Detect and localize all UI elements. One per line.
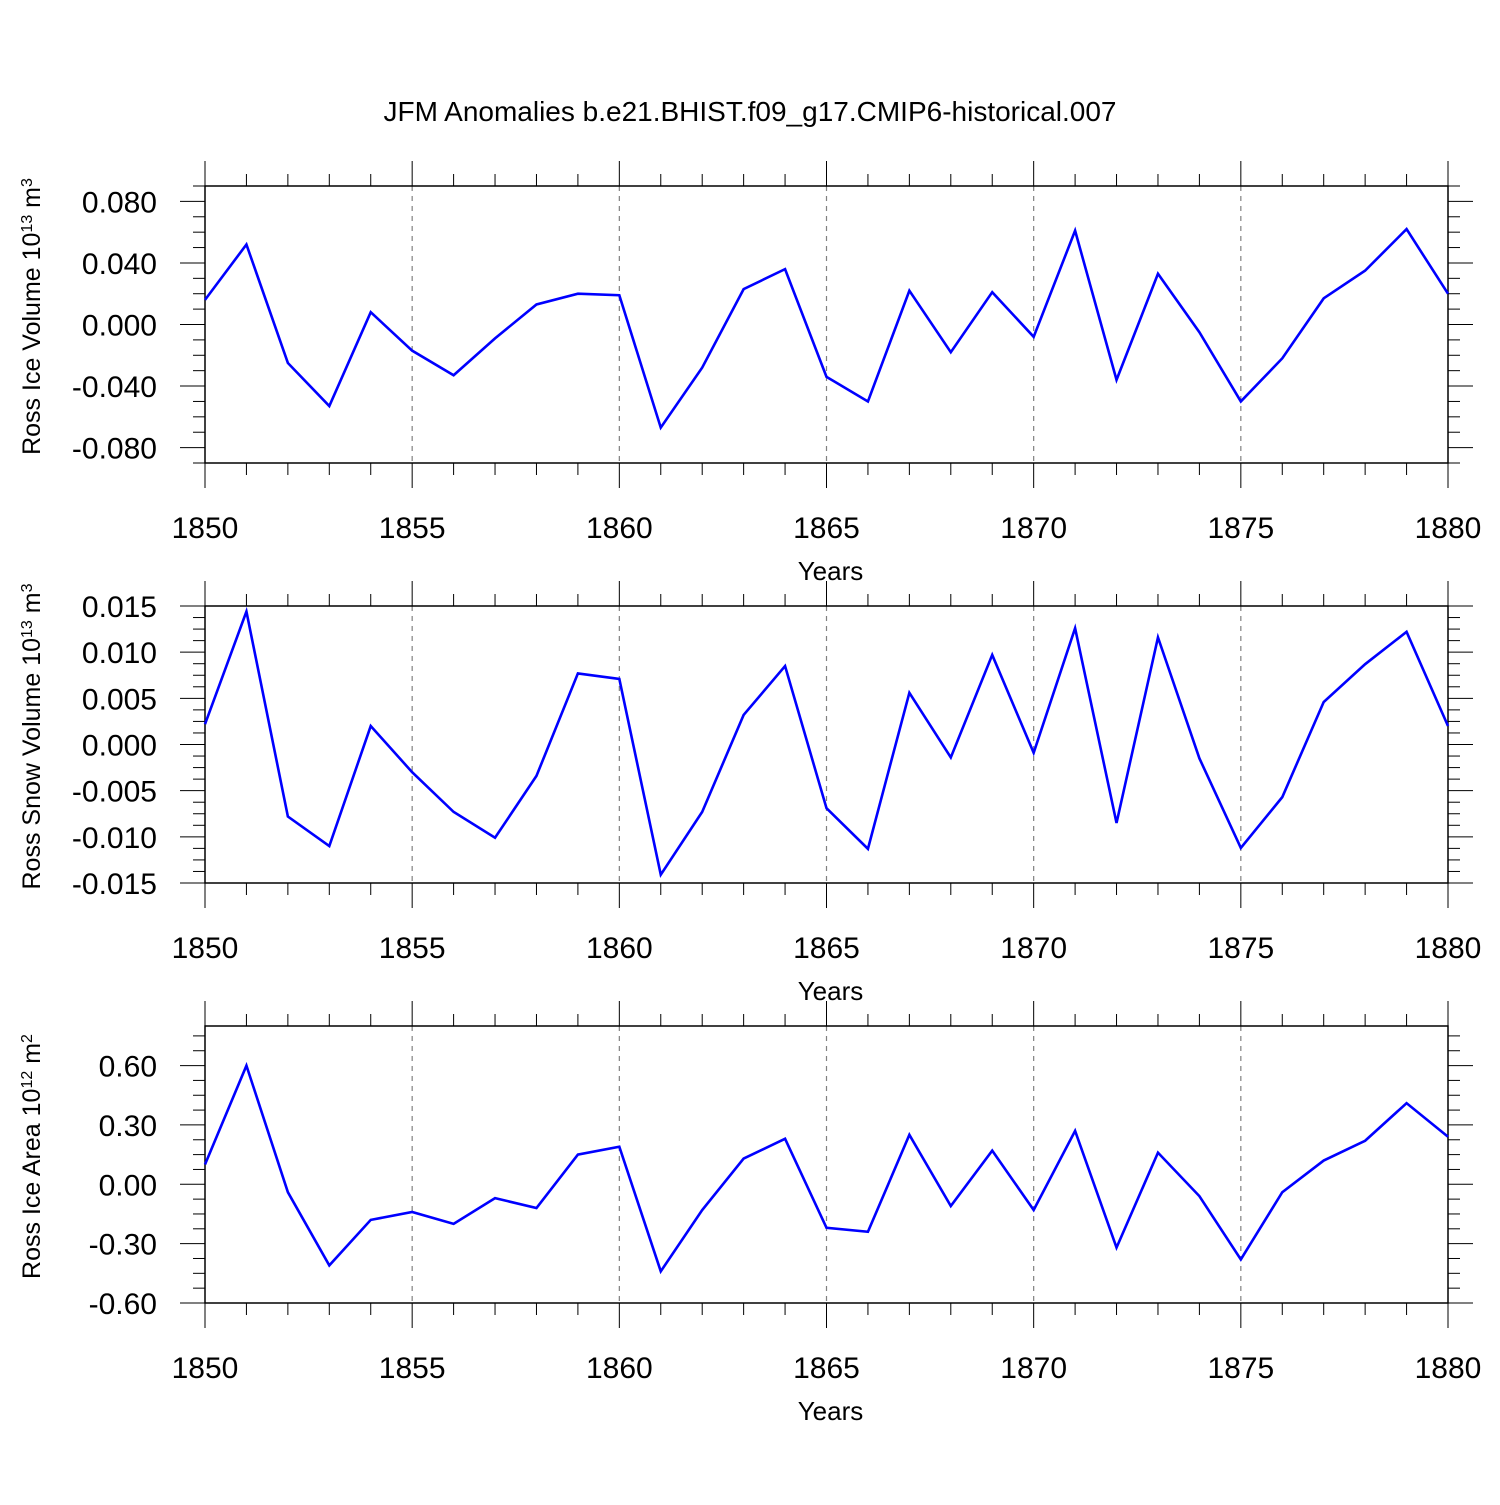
y-tick-label: -0.015 (72, 868, 157, 901)
x-tick-label: 1860 (586, 932, 653, 965)
x-tick-label: 1870 (1000, 1352, 1067, 1385)
y-tick-label: -0.005 (72, 776, 157, 809)
y-axis-label: Ross Ice Area 1012 m2 (18, 1034, 46, 1279)
x-tick-label: 1850 (172, 512, 239, 545)
y-axis-label: Ross Ice Volume 1013 m3 (18, 178, 46, 455)
y-tick-label: 0.040 (82, 248, 157, 281)
chart-panel-3: -0.60 -0.30 0.00 0.30 0.60 1850 1855 1860 1865 18… (18, 1001, 1481, 1426)
series-line (203, 606, 1450, 879)
x-tick-label: 1880 (1415, 512, 1482, 545)
x-tick-label: 1865 (793, 1352, 860, 1385)
x-tick-label: 1875 (1207, 1352, 1274, 1385)
x-tick-label: 1850 (172, 932, 239, 965)
x-tick-label: 1870 (1000, 512, 1067, 545)
x-tick-label: 1855 (379, 512, 446, 545)
y-tick-label: 0.005 (82, 683, 157, 716)
series-line (203, 226, 1450, 431)
y-tick-label: 0.000 (82, 730, 157, 763)
chart-panel-1: -0.080 -0.040 0.000 0.040 0.080 1850 1855 1860 1… (18, 161, 1481, 586)
y-tick-label: 0.080 (82, 186, 157, 219)
y-tick-label: 0.00 (99, 1169, 157, 1202)
x-tick-label: 1860 (586, 1352, 653, 1385)
x-axis-label: Years (798, 556, 864, 586)
y-tick-label: 0.015 (82, 591, 157, 624)
y-tick-label: -0.30 (89, 1229, 157, 1262)
x-tick-label: 1880 (1415, 932, 1482, 965)
figure-title: JFM Anomalies b.e21.BHIST.f09_g17.CMIP6-… (383, 96, 1117, 127)
chart-panel-2: -0.015 -0.010 -0.005 0.000 0.005 0.010 0.015 18… (18, 581, 1481, 1006)
y-tick-label: 0.60 (99, 1051, 157, 1084)
y-tick-label: 0.010 (82, 637, 157, 670)
x-tick-label: 1855 (379, 932, 446, 965)
y-tick-label: 0.30 (99, 1110, 157, 1143)
x-tick-label: 1875 (1207, 932, 1274, 965)
y-tick-label: -0.040 (72, 371, 157, 404)
x-tick-label: 1870 (1000, 932, 1067, 965)
x-tick-label: 1850 (172, 1352, 239, 1385)
y-tick-label: -0.60 (89, 1288, 157, 1321)
x-tick-label: 1855 (379, 1352, 446, 1385)
series-line (203, 1061, 1449, 1275)
y-tick-label: -0.080 (72, 433, 157, 466)
y-tick-label: -0.010 (72, 822, 157, 855)
x-axis-label: Years (798, 976, 864, 1006)
x-tick-label: 1865 (793, 932, 860, 965)
x-tick-label: 1865 (793, 512, 860, 545)
x-tick-label: 1875 (1207, 512, 1274, 545)
y-axis-label: Ross Snow Volume 1013 m3 (18, 583, 46, 889)
x-axis-label: Years (798, 1396, 864, 1426)
y-tick-label: 0.000 (82, 310, 157, 343)
x-tick-label: 1860 (586, 512, 653, 545)
x-tick-label: 1880 (1415, 1352, 1482, 1385)
